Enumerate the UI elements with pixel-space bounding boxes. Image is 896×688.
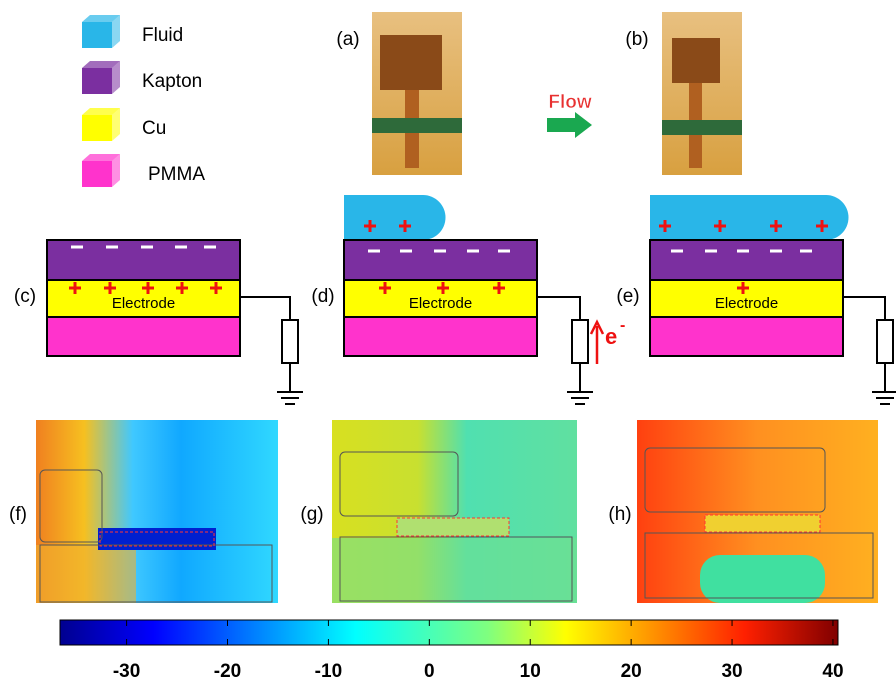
resistor (572, 320, 588, 363)
resistor (282, 320, 298, 363)
colorbar-tick-label: -20 (214, 661, 241, 682)
legend-swatch (82, 22, 112, 48)
legend-label: Kapton (142, 71, 202, 92)
colorbar-tick-label: 20 (621, 661, 642, 682)
electron-sup: - (620, 317, 625, 334)
colorbar-tick-label: -10 (315, 661, 342, 682)
minus-charge (71, 246, 83, 249)
legend-swatch (82, 161, 112, 187)
legend-label: PMMA (148, 164, 205, 185)
minus-charge (106, 246, 118, 249)
minus-charge (467, 250, 479, 253)
pmma-layer (344, 317, 537, 356)
minus-charge (498, 250, 510, 253)
legend-label: Cu (142, 118, 166, 139)
legend-swatch (82, 115, 112, 141)
minus-charge (671, 250, 683, 253)
electron-label: e (605, 324, 617, 349)
minus-charge (204, 246, 216, 249)
minus-charge (800, 250, 812, 253)
minus-charge (770, 250, 782, 253)
electrode-label: Electrode (112, 295, 175, 312)
field-map (637, 420, 878, 603)
schematics: Electrode (c) Electrode (d) Electrode (e) e- (14, 195, 896, 404)
fluid (344, 195, 446, 240)
minus-charge (705, 250, 717, 253)
minus-charge (141, 246, 153, 249)
photo (662, 12, 742, 175)
panel-label: (h) (608, 504, 631, 525)
colorbar-tick-label: 10 (520, 661, 541, 682)
resistor (877, 320, 893, 363)
electrode-label: Electrode (409, 295, 472, 312)
colorbar-tick-label: 40 (822, 661, 843, 682)
panel-label: (a) (336, 29, 359, 50)
minus-charge (175, 246, 187, 249)
kapton-layer (650, 240, 843, 280)
panel-label: (g) (300, 504, 323, 525)
photo (372, 12, 462, 175)
panel-label: (d) (311, 286, 334, 307)
panel-label: (f) (9, 504, 27, 525)
legend: Fluid Kapton Cu PMMA (82, 15, 205, 187)
field-map (36, 420, 278, 603)
electrode-label: Electrode (715, 295, 778, 312)
fluid (650, 195, 849, 240)
minus-charge (368, 250, 380, 253)
field-map (332, 420, 577, 603)
panel-label: (b) (625, 29, 648, 50)
minus-charge (737, 250, 749, 253)
legend-label: Fluid (142, 25, 183, 46)
pmma-layer (650, 317, 843, 356)
colorbar-tick-label: 0 (424, 661, 435, 682)
colorbar-tick-label: 30 (721, 661, 742, 682)
colorbar-tick-label: -30 (113, 661, 140, 682)
flow-label: Flow (548, 92, 591, 113)
minus-charge (400, 250, 412, 253)
pmma-layer (47, 317, 240, 356)
electron-arrow (591, 322, 603, 364)
flow-arrow (547, 112, 592, 138)
legend-swatch (82, 68, 112, 94)
panel-label: (e) (616, 286, 639, 307)
minus-charge (434, 250, 446, 253)
kapton-layer (344, 240, 537, 280)
figure: Fluid Kapton Cu PMMA (a) (b) Flow Electrode… (0, 0, 896, 683)
panel-label: (c) (14, 286, 36, 307)
colorbar (60, 620, 838, 645)
